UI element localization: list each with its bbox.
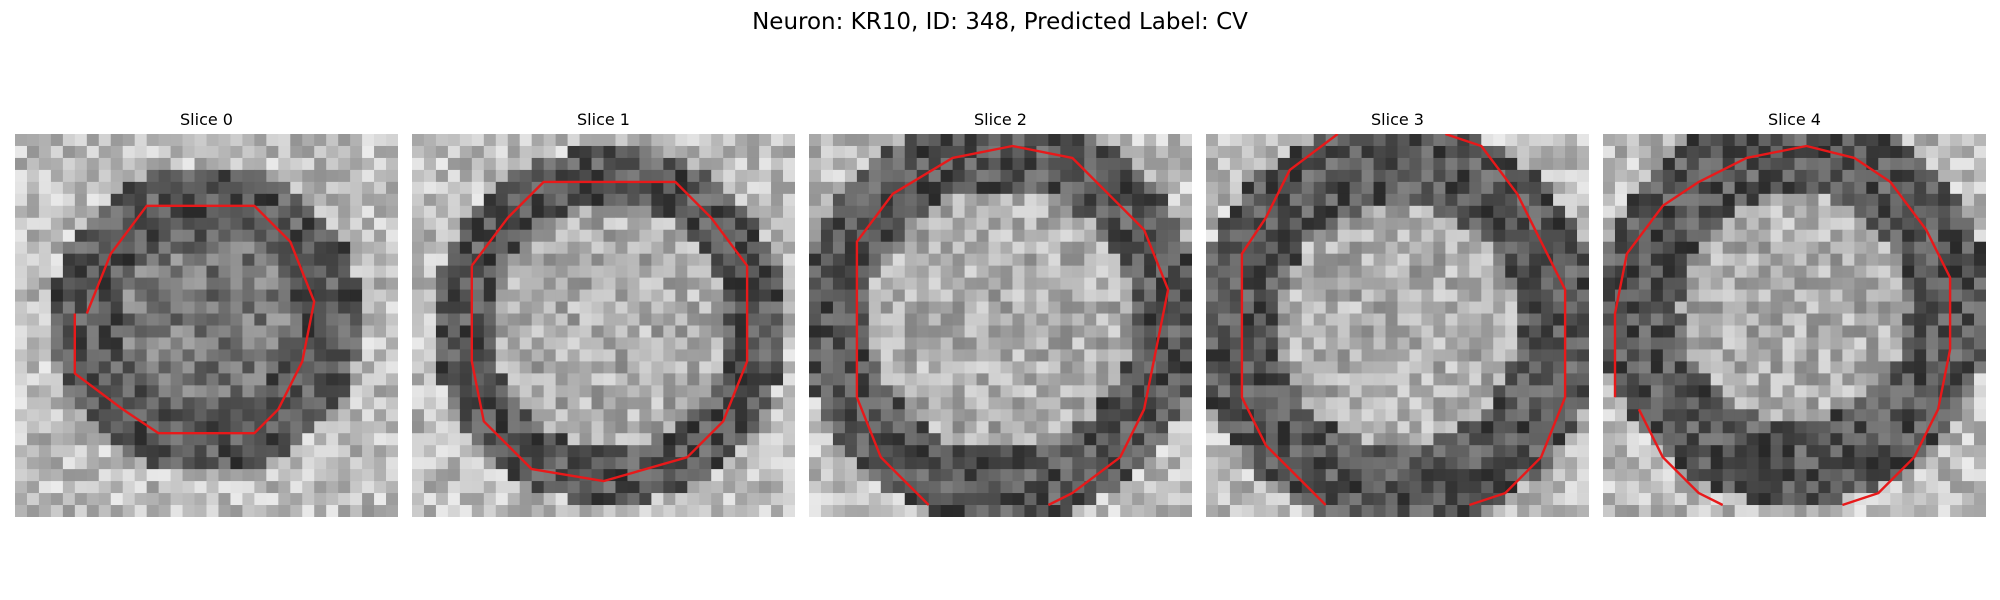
panel-slice-0: Slice 0 xyxy=(15,110,398,517)
panel-title: Slice 0 xyxy=(180,110,233,129)
slice-image xyxy=(412,134,795,517)
segmentation-contour-secondary xyxy=(1637,408,1724,507)
segmentation-contour xyxy=(470,180,749,483)
segmentation-contour-secondary xyxy=(1445,134,1567,507)
slice-image xyxy=(1206,134,1589,517)
segmentation-contour xyxy=(1240,134,1339,506)
segmentation-contour xyxy=(1613,144,1952,507)
panel-title: Slice 4 xyxy=(1768,110,1821,129)
panel-slice-4: Slice 4 xyxy=(1603,110,1986,517)
panel-title: Slice 2 xyxy=(974,110,1027,129)
slice-image xyxy=(15,134,398,517)
panel-slice-1: Slice 1 xyxy=(412,110,795,517)
slice-image xyxy=(1603,134,1986,517)
panel-slice-3: Slice 3 xyxy=(1206,110,1589,517)
segmentation-contour xyxy=(73,204,316,435)
figure-title: Neuron: KR10, ID: 348, Predicted Label: … xyxy=(752,9,1248,35)
panel-slice-2: Slice 2 xyxy=(809,110,1192,517)
panel-title: Slice 1 xyxy=(577,110,630,129)
segmentation-contour xyxy=(855,144,1170,507)
panel-title: Slice 3 xyxy=(1371,110,1424,129)
slice-image xyxy=(809,134,1192,517)
